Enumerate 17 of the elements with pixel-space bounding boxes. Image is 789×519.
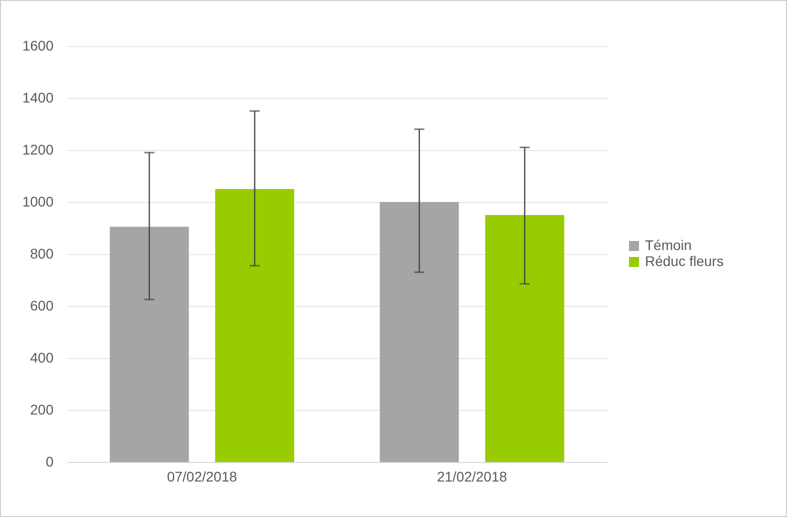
x-tick-label: 07/02/2018 <box>166 468 238 484</box>
bar <box>485 215 564 462</box>
y-tick-label: 600 <box>30 298 54 314</box>
legend-label: Témoin <box>645 237 692 253</box>
y-tick-label: 200 <box>30 402 54 418</box>
y-tick-label: 0 <box>46 454 54 470</box>
bar <box>110 226 189 462</box>
bar <box>380 202 459 462</box>
y-tick-label: 400 <box>30 350 54 366</box>
y-tick-label: 1200 <box>22 142 54 158</box>
y-tick-label: 1400 <box>22 90 54 106</box>
y-tick-label: 800 <box>30 246 54 262</box>
y-tick-label: 1000 <box>22 194 54 210</box>
legend-label: Réduc fleurs <box>645 253 724 269</box>
y-tick-label: 1600 <box>22 38 54 54</box>
x-tick-label: 21/02/2018 <box>436 468 508 484</box>
bar <box>215 189 294 462</box>
